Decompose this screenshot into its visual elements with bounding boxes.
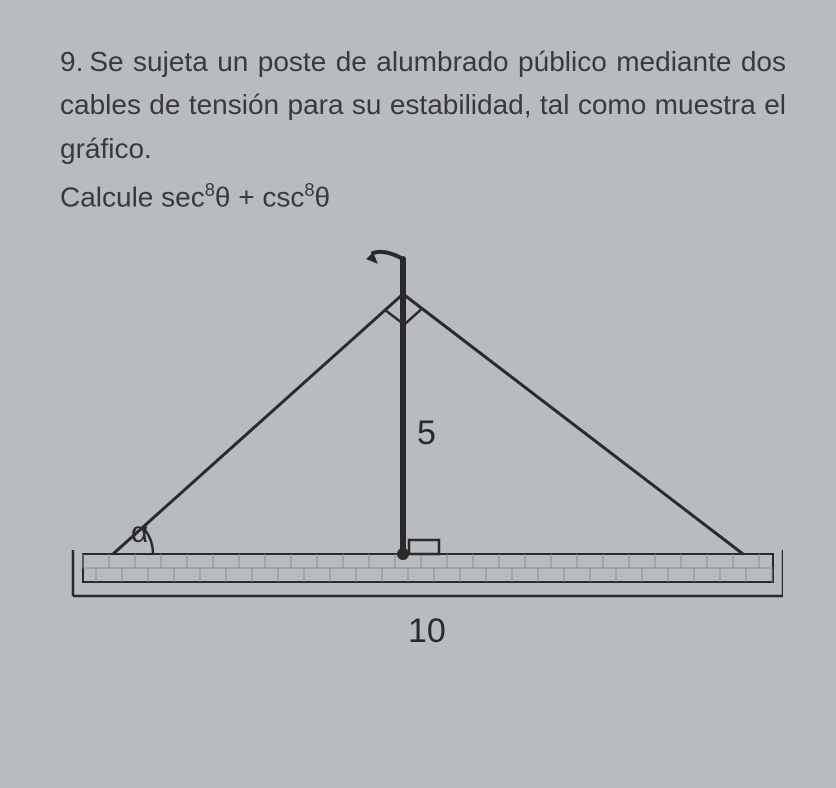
formula-exp1: 8 — [205, 180, 215, 200]
problem-statement: 9.Se sujeta un poste de alumbrado públic… — [60, 40, 786, 170]
figure-container: α 5 10 — [60, 234, 786, 674]
pole-base-block — [409, 540, 439, 554]
formula-theta1: θ — [215, 182, 231, 213]
ground-lines — [73, 550, 783, 596]
label-base-width: 10 — [408, 612, 446, 650]
formula-theta2: θ — [314, 182, 330, 213]
formula-plus: + csc — [230, 182, 304, 213]
label-alpha: α — [131, 516, 148, 549]
text-line-1: Se sujeta un poste de alumbrado público — [89, 46, 606, 77]
lamp-head — [367, 251, 403, 262]
formula-exp2: 8 — [304, 180, 314, 200]
label-pole-height: 5 — [417, 414, 436, 452]
pole — [397, 259, 409, 560]
formula-prefix: Calcule sec — [60, 182, 205, 213]
brick-band — [83, 554, 773, 582]
question-number: 9. — [60, 46, 83, 77]
formula: Calcule sec8θ + csc8θ — [60, 180, 786, 213]
geometry-figure: α 5 10 — [63, 234, 783, 674]
